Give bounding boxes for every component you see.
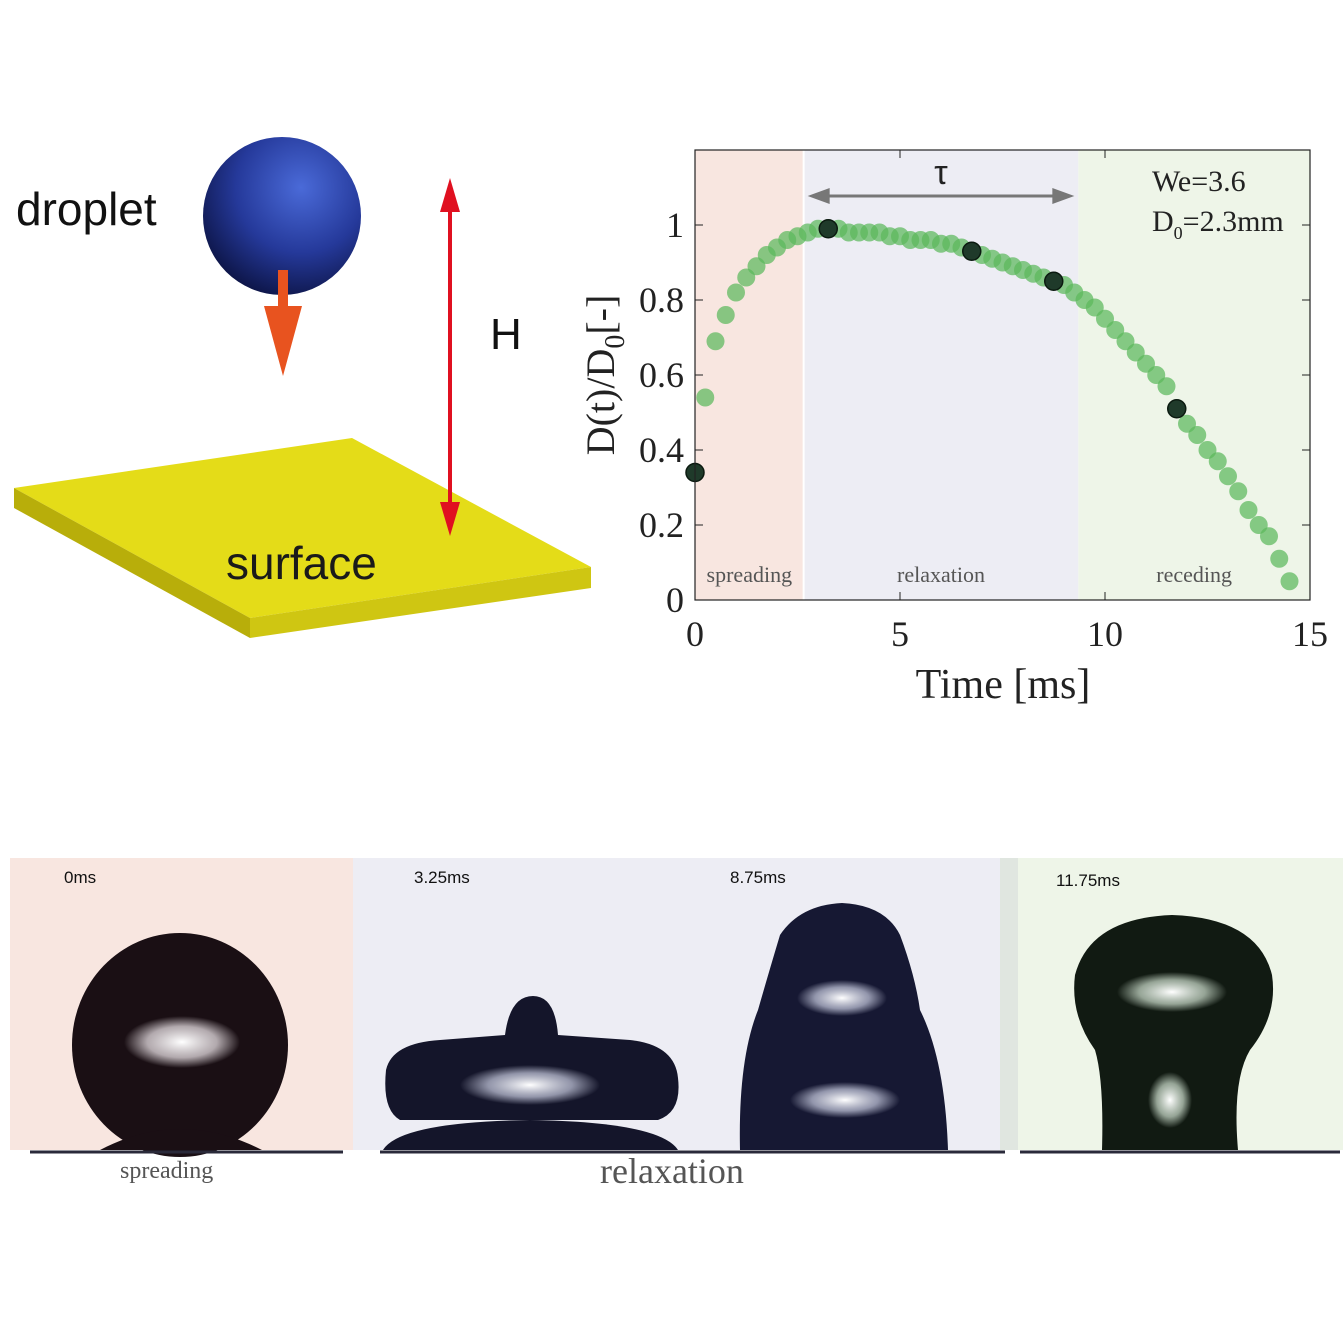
fall-arrow <box>264 270 302 376</box>
data-point <box>1239 501 1258 519</box>
height-arrow <box>440 178 460 536</box>
region-backgrounds <box>695 150 1310 600</box>
frame-0-time: 0ms <box>64 868 97 887</box>
data-point <box>1157 377 1176 396</box>
x-tick-label: 0 <box>686 614 704 654</box>
height-label: H <box>490 310 522 359</box>
tau-arrow-head-right <box>1052 188 1075 204</box>
y-tick-label: 0.8 <box>639 280 684 320</box>
region-receding <box>1078 150 1310 600</box>
frame-1-time: 3.25ms <box>414 868 470 887</box>
data-point <box>727 283 745 302</box>
frame-3-time: 11.75ms <box>1056 871 1120 890</box>
x-axis-label: Time [ms] <box>916 662 1091 708</box>
data-point <box>716 306 735 324</box>
y-tick-label: 0.6 <box>639 355 684 395</box>
x-tick-label: 15 <box>1292 614 1328 654</box>
frame-1-droplet <box>383 996 679 1150</box>
y-tick-label: 0.2 <box>639 505 684 545</box>
d0-annotation: D0=2.3mm <box>1152 205 1284 243</box>
highlighted-point <box>962 241 982 261</box>
region-label-relaxation: relaxation <box>897 562 985 587</box>
droplet-sphere <box>203 137 361 295</box>
data-point <box>1229 482 1248 501</box>
data-point <box>1219 467 1237 486</box>
data-point <box>1280 572 1299 591</box>
weber-annotation: We=3.6 <box>1152 165 1246 198</box>
axes <box>694 149 1311 601</box>
droplet-label: droplet <box>16 183 157 235</box>
surface-label: surface <box>226 537 377 589</box>
y-tick-label: 1 <box>666 205 684 245</box>
impact-schematic <box>14 137 591 638</box>
x-tick-label: 10 <box>1087 614 1123 654</box>
highlighted-point <box>1044 271 1064 291</box>
data-point <box>1188 426 1207 444</box>
frame-2-time: 8.75ms <box>730 868 786 887</box>
tau-arrow <box>807 188 1075 204</box>
region-label-receding: receding <box>1156 562 1232 587</box>
data-points <box>685 219 1299 591</box>
highlighted-point <box>818 219 838 239</box>
data-point <box>1260 527 1278 546</box>
y-axis-label: D(t)/D0[-] <box>578 295 631 456</box>
frame-2-droplet <box>739 903 948 1150</box>
caption-spreading: spreading <box>120 1158 214 1184</box>
caption-relaxation: relaxation <box>600 1151 744 1191</box>
frame-0-droplet <box>72 933 288 1157</box>
diameter-chart: spreading relaxation receding 0 5 10 15 0 0.2 0.4… <box>578 149 1328 708</box>
y-tick-label: 0 <box>666 580 684 620</box>
tau-label: τ <box>934 154 948 192</box>
x-tick-label: 5 <box>891 614 909 654</box>
surface-plate <box>14 438 591 638</box>
data-point <box>706 332 725 351</box>
region-spreading <box>695 150 804 600</box>
data-point <box>696 388 715 407</box>
highlighted-point <box>1167 399 1187 419</box>
region-label-spreading: spreading <box>707 562 793 587</box>
data-point <box>1270 549 1289 568</box>
frame-3-droplet <box>1074 915 1274 1150</box>
tau-arrow-head-left <box>807 188 830 204</box>
y-tick-label: 0.4 <box>639 430 684 470</box>
data-point <box>1208 452 1227 471</box>
